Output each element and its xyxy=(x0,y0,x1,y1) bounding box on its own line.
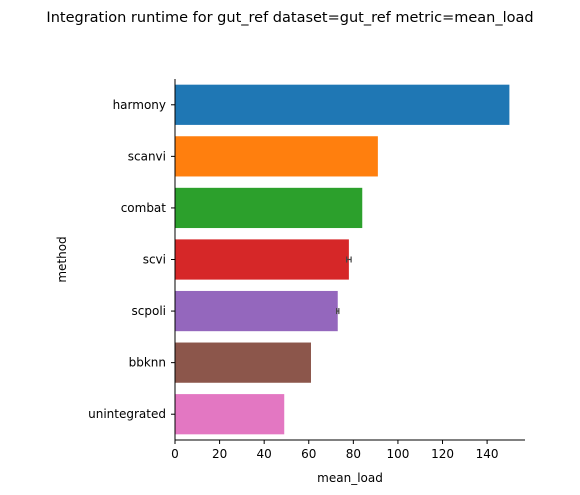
x-tick-label-80: 80 xyxy=(346,447,361,461)
y-tick-label-scanvi: scanvi xyxy=(128,149,166,163)
x-tick-label-20: 20 xyxy=(212,447,227,461)
x-tick-label-100: 100 xyxy=(386,447,409,461)
x-tick-label-0: 0 xyxy=(171,447,179,461)
bar-harmony xyxy=(175,84,510,125)
y-tick-label-bbknn: bbknn xyxy=(129,356,166,370)
y-axis-label: method xyxy=(55,236,69,282)
x-tick-label-40: 40 xyxy=(257,447,272,461)
bar-bbknn xyxy=(175,342,311,383)
x-tick-label-60: 60 xyxy=(301,447,316,461)
y-tick-label-scvi: scvi xyxy=(143,253,166,267)
y-axis-ticks: harmony scanvi combat scvi scpoli bbknn uninte… xyxy=(88,98,175,421)
chart-title: Integration runtime for gut_ref dataset=… xyxy=(46,10,533,26)
x-tick-label-140: 140 xyxy=(476,447,499,461)
y-tick-label-scpoli: scpoli xyxy=(132,304,166,318)
bar-scvi xyxy=(175,239,349,280)
x-tick-label-120: 120 xyxy=(431,447,454,461)
bar-scanvi xyxy=(175,136,378,177)
x-axis-ticks: 0 20 40 60 80 100 120 140 xyxy=(171,440,499,461)
x-axis-label: mean_load xyxy=(317,471,383,485)
bar-scpoli xyxy=(175,290,338,332)
y-tick-label-unintegrated: unintegrated xyxy=(88,407,166,421)
y-tick-label-combat: combat xyxy=(121,201,167,215)
plot-area xyxy=(175,84,510,435)
bar-unintegrated xyxy=(175,394,285,435)
y-tick-label-harmony: harmony xyxy=(113,98,166,112)
bar-combat xyxy=(175,187,363,229)
